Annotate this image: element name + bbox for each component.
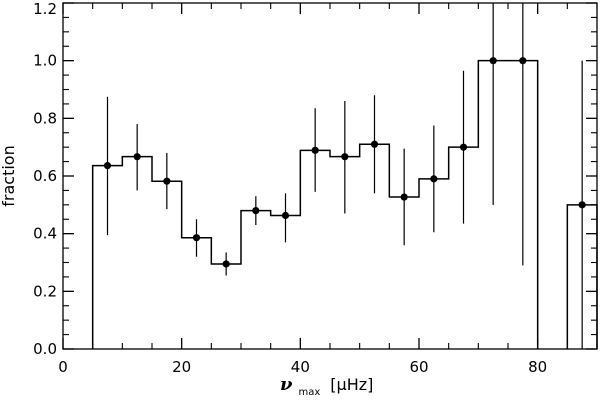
plot-frame xyxy=(62,2,598,350)
data-point xyxy=(341,153,349,161)
x-tick-label: 60 xyxy=(409,358,428,376)
data-point xyxy=(489,57,497,65)
x-tick-label: 80 xyxy=(528,358,547,376)
data-point xyxy=(252,207,260,215)
data-point xyxy=(133,153,141,161)
data-point xyxy=(222,260,230,268)
y-tick-label: 0.2 xyxy=(33,282,57,300)
data-point xyxy=(163,177,171,185)
y-tick-label: 0.8 xyxy=(33,109,57,127)
data-point xyxy=(459,143,468,151)
y-tick-label: 0.4 xyxy=(33,225,57,243)
data-point xyxy=(370,140,379,148)
x-axis-label-symbol: ν xyxy=(280,374,293,395)
x-tick-label: 20 xyxy=(172,358,191,376)
x-tick-label: 0 xyxy=(58,358,68,376)
x-axis-label-subscript: max xyxy=(299,387,321,398)
data-point xyxy=(311,146,319,154)
y-tick-label: 0.0 xyxy=(33,340,57,358)
axis-ticks: 0 20 40 60 80 0.0 0.2 0.4 0.6 0.8 1.0 1.2 xyxy=(33,0,598,376)
y-tick-label: 1.0 xyxy=(33,52,57,70)
data-point xyxy=(430,175,438,183)
y-tick-label: 0.6 xyxy=(33,167,57,185)
y-tick-label: 1.2 xyxy=(33,0,57,18)
data-point xyxy=(519,57,527,65)
x-tick-label: 40 xyxy=(291,358,310,376)
x-axis-label-unit: [μHz] xyxy=(330,375,373,394)
data-point xyxy=(578,201,586,209)
x-axis-label: ν max [μHz] xyxy=(280,374,373,399)
data-point xyxy=(400,193,408,201)
data-point xyxy=(103,162,112,170)
histogram-step-1 xyxy=(91,59,539,349)
y-axis-label: fraction xyxy=(0,145,18,206)
data-point xyxy=(281,211,290,220)
plot-area xyxy=(91,3,598,349)
data-point xyxy=(192,234,201,242)
